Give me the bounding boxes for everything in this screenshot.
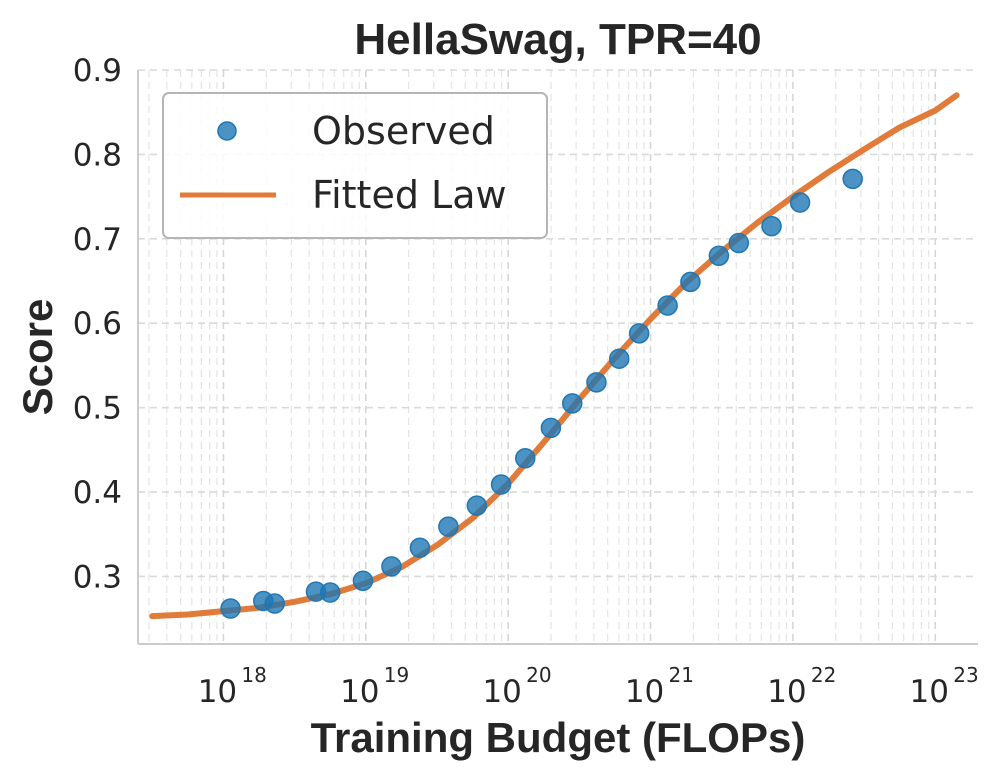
x-tick-exponent: 22 [811, 663, 836, 687]
legend-label-observed: Observed [312, 109, 495, 153]
observed-point [789, 192, 811, 213]
observed-point [381, 556, 402, 577]
x-tick-label: 10 18 [198, 663, 267, 710]
x-tick-exponent: 19 [384, 663, 409, 687]
x-tick-base: 10 [910, 674, 949, 710]
observed-point [628, 323, 650, 344]
observed-point [264, 593, 285, 614]
x-tick-label: 10 19 [340, 663, 409, 710]
observed-point [728, 232, 750, 254]
observed-series [220, 168, 863, 619]
legend: Observed Fitted Law [162, 92, 548, 239]
x-tick-exponent: 21 [669, 663, 694, 687]
y-tick-label: 0.5 [73, 391, 122, 427]
observed-point [515, 448, 536, 469]
x-tick-label: 10 22 [767, 663, 836, 710]
x-tick-label: 10 21 [625, 663, 694, 710]
axes-layer [137, 70, 978, 645]
grid-layer [138, 69, 978, 644]
observed-point [586, 372, 607, 393]
observed-point [761, 215, 782, 237]
observed-point [608, 348, 630, 369]
observed-point [708, 245, 730, 266]
y-tick-label: 0.3 [73, 559, 122, 595]
x-tick-base: 10 [482, 674, 521, 710]
observed-point [490, 474, 512, 495]
x-tick-base: 10 [625, 674, 664, 710]
observed-point [352, 570, 374, 591]
observed-point [409, 537, 431, 559]
x-tick-label: 10 20 [482, 663, 551, 710]
chart-title: HellaSwag, TPR=40 [354, 15, 761, 64]
x-tick-exponent: 18 [241, 663, 266, 687]
observed-point [657, 295, 678, 316]
x-tick-base: 10 [340, 674, 379, 710]
y-tick-label: 0.8 [73, 137, 122, 173]
y-tick-label: 0.7 [73, 222, 122, 258]
observed-point [842, 168, 863, 190]
x-tick-base: 10 [767, 674, 806, 710]
tick-labels: 0.30.40.50.60.70.80.910 18 10 19 10 20 10 21 10 2… [73, 53, 979, 710]
x-tick-label: 10 23 [910, 663, 979, 710]
fitted-law-series [149, 92, 960, 620]
x-tick-base: 10 [198, 674, 237, 710]
legend-label-fitted: Fitted Law [312, 173, 507, 217]
y-tick-label: 0.4 [73, 475, 122, 511]
x-tick-exponent: 23 [953, 663, 978, 687]
observed-point [319, 582, 341, 603]
observed-point [466, 495, 488, 516]
legend-box [162, 92, 548, 239]
observed-point [540, 417, 562, 439]
y-tick-label: 0.9 [73, 53, 122, 89]
observed-point [680, 271, 701, 293]
y-axis-label: Score [14, 299, 61, 416]
observed-point [220, 598, 241, 619]
x-axis-label: Training Budget (FLOPs) [311, 714, 806, 761]
observed-point [438, 516, 459, 537]
fitted-law-line [149, 92, 960, 620]
observed-point [561, 393, 583, 414]
x-tick-exponent: 20 [526, 663, 551, 687]
legend-marker-observed [217, 121, 237, 141]
y-tick-label: 0.6 [73, 306, 122, 342]
